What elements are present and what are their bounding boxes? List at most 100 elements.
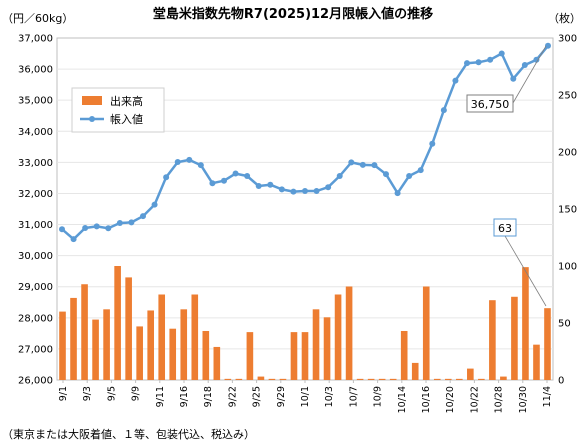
right-tick-label: 150: [558, 205, 577, 216]
price-point: [232, 170, 239, 177]
callout-volume-leader: [504, 235, 547, 307]
price-point: [163, 174, 170, 181]
chart-title: 堂島米指数先物R7(2025)12月限帳入値の推移: [153, 6, 433, 22]
right-tick-label: 50: [558, 319, 571, 330]
volume-bar: [257, 376, 265, 380]
price-point: [302, 187, 308, 194]
volume-bar: [103, 309, 110, 380]
volume-bar: [147, 310, 154, 380]
price-line: [61, 45, 549, 241]
price-point: [186, 156, 193, 163]
volume-bar: [202, 330, 210, 380]
x-tick-label: 9/1: [58, 386, 69, 401]
x-tick-label: 10/16: [421, 386, 432, 413]
bar-series: [59, 266, 551, 380]
volume-bar: [180, 309, 188, 380]
price-point: [255, 182, 262, 189]
price-point: [278, 186, 285, 193]
x-tick-label: 9/11: [155, 386, 166, 407]
x-tick-label: 9/25: [252, 386, 263, 407]
left-tick-label: 35,000: [18, 96, 53, 107]
price-point: [475, 59, 482, 66]
price-point: [510, 75, 517, 82]
x-tick-label: 10/7: [348, 386, 359, 407]
legend-line-marker: [89, 116, 95, 122]
price-point: [128, 219, 135, 226]
volume-bar: [433, 378, 441, 380]
volume-bar: [356, 378, 364, 380]
volume-bar: [511, 296, 518, 380]
left-tick-label: 36,000: [18, 65, 53, 76]
x-tick-label: 10/14: [397, 386, 408, 413]
volume-bar: [125, 277, 132, 380]
callout-volume: 63: [493, 218, 547, 307]
volume-bar: [345, 286, 353, 380]
volume-bar: [114, 266, 121, 380]
price-point: [244, 173, 251, 180]
left-tick-label: 29,000: [18, 282, 53, 293]
x-tick-label: 10/3: [324, 386, 335, 407]
price-point: [336, 173, 343, 180]
volume-bar: [323, 317, 331, 380]
price-point: [290, 188, 297, 195]
price-point: [521, 62, 528, 69]
volume-bar: [81, 284, 88, 380]
price-point: [348, 159, 355, 166]
left-tick-label: 27,000: [18, 344, 53, 355]
volume-bar: [279, 378, 287, 380]
volume-bar: [489, 300, 496, 380]
x-tick-label: 10/30: [518, 386, 529, 413]
right-axis: 0 50 100 150 200 250 300: [558, 34, 577, 387]
price-point: [406, 173, 413, 180]
volume-bar: [411, 362, 419, 380]
x-tick-label: 9/9: [131, 386, 142, 401]
price-point: [487, 56, 494, 63]
volume-bar: [522, 267, 529, 380]
price-point: [394, 190, 401, 197]
legend-bar-swatch: [82, 96, 102, 105]
price-point: [151, 201, 158, 208]
price-point: [174, 159, 181, 166]
volume-bar: [246, 332, 254, 380]
volume-bar: [312, 309, 320, 380]
price-point: [140, 213, 146, 220]
price-point: [105, 225, 112, 232]
callout-price: 36,750: [466, 45, 547, 113]
x-tick-label: 9/18: [203, 386, 214, 407]
left-tick-label: 28,000: [18, 313, 53, 324]
price-point: [464, 60, 470, 67]
volume-bar: [533, 344, 540, 380]
volume-bar: [59, 311, 66, 380]
footnote: （東京または大阪着値、１等、包装代込、税込み）: [2, 427, 255, 441]
price-point: [383, 171, 389, 178]
x-tick-label: 10/20: [445, 386, 456, 413]
volume-bar: [235, 378, 243, 380]
price-point: [440, 107, 447, 114]
right-axis-unit: （枚）: [548, 11, 581, 25]
volume-bar: [478, 378, 485, 380]
left-axis-unit: （円／60kg）: [2, 12, 73, 25]
volume-bar: [544, 308, 551, 380]
price-point: [429, 140, 436, 147]
right-tick-label: 0: [558, 376, 564, 387]
volume-bar: [422, 286, 430, 380]
volume-bar: [389, 378, 397, 380]
x-tick-label: 9/22: [227, 386, 238, 407]
right-tick-label: 300: [558, 34, 577, 45]
volume-bar: [224, 378, 232, 380]
volume-bar: [92, 319, 99, 380]
x-tick-label: 10/28: [494, 386, 505, 413]
left-tick-label: 30,000: [18, 251, 53, 262]
volume-bar: [467, 368, 474, 380]
price-point: [417, 167, 424, 174]
legend-label-volume: 出来高: [110, 94, 143, 108]
price-point: [70, 236, 77, 243]
x-tick-label: 10/22: [469, 386, 480, 413]
price-point: [371, 162, 378, 169]
price-point: [359, 161, 366, 168]
x-axis: 9/1 9/3 9/5 9/9 9/11 9/16 9/18 9/22 9/25 9/29 10/1…: [58, 380, 553, 413]
price-point: [325, 184, 332, 191]
x-tick-label: 9/5: [106, 386, 117, 401]
volume-bar: [290, 332, 298, 380]
x-tick-label: 10/1: [300, 386, 311, 407]
